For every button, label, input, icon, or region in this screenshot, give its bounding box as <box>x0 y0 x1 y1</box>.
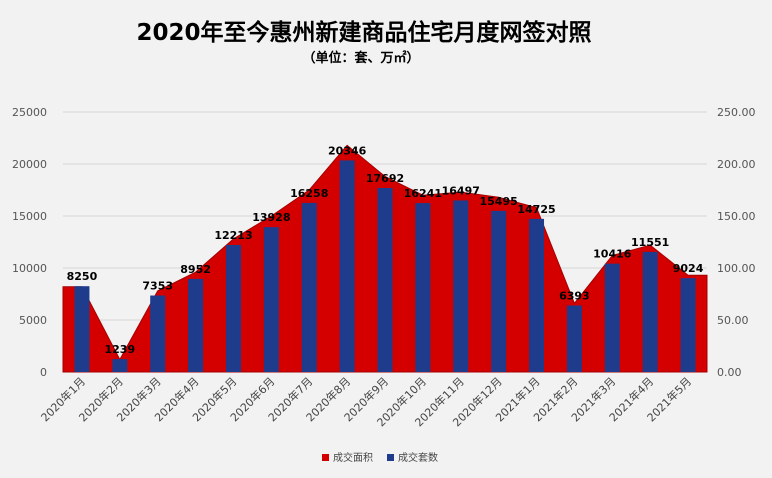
data-label: 11551 <box>631 236 669 249</box>
data-label: 8250 <box>67 270 98 283</box>
legend-swatch <box>387 454 394 461</box>
data-label: 12213 <box>214 229 252 242</box>
data-label: 9024 <box>673 262 704 275</box>
right-tick-label: 150.00 <box>717 210 756 223</box>
data-label: 1239 <box>105 343 136 356</box>
data-label: 17692 <box>366 172 404 185</box>
data-label: 13928 <box>252 211 290 224</box>
left-axis-ticks: 0 5000 10000 15000 20000 25000 <box>12 106 47 379</box>
bar <box>150 295 166 372</box>
bar <box>642 251 658 372</box>
bar <box>377 188 393 372</box>
data-label: 16241 <box>404 187 442 200</box>
data-label: 16497 <box>442 184 480 197</box>
right-tick-label: 100.00 <box>717 262 756 275</box>
bar <box>188 278 204 372</box>
data-label: 16258 <box>290 187 328 200</box>
right-axis-ticks: 0.00 50.00 100.00 150.00 200.00 250.00 <box>717 106 756 379</box>
left-tick-label: 0 <box>40 366 47 379</box>
bar <box>415 203 431 372</box>
right-tick-label: 50.00 <box>717 314 749 327</box>
left-tick-label: 15000 <box>12 210 47 223</box>
bar <box>225 244 241 372</box>
bar <box>604 263 620 372</box>
left-tick-label: 5000 <box>19 314 47 327</box>
chart-title: 2020年至今惠州新建商品住宅月度网签对照 <box>136 19 591 46</box>
data-label: 6393 <box>559 290 590 303</box>
bar <box>566 305 582 372</box>
bar <box>529 218 545 372</box>
data-label: 14725 <box>517 203 555 216</box>
legend: 成交面积 成交套数 <box>322 451 438 464</box>
chart-subtitle: （单位：套、万㎡） <box>302 50 419 66</box>
bar <box>263 227 279 372</box>
bar-series-layer <box>74 160 696 372</box>
bar <box>491 210 507 372</box>
left-tick-label: 25000 <box>12 106 47 119</box>
x-axis-ticks: 2020年1月2020年2月2020年3月2020年4月2020年5月2020年… <box>38 374 694 429</box>
bar <box>339 160 355 372</box>
left-tick-label: 20000 <box>12 158 47 171</box>
data-label: 7353 <box>142 280 173 293</box>
bar <box>112 359 128 372</box>
right-tick-label: 200.00 <box>717 158 756 171</box>
left-tick-label: 10000 <box>12 262 47 275</box>
data-label: 8952 <box>180 263 211 276</box>
data-label: 15495 <box>480 195 518 208</box>
right-tick-label: 0.00 <box>717 366 742 379</box>
data-label: 20346 <box>328 144 367 157</box>
bar <box>453 200 469 372</box>
bar <box>74 286 90 372</box>
data-label: 10416 <box>593 248 632 261</box>
legend-label: 成交套数 <box>398 451 438 464</box>
bar <box>301 202 317 372</box>
bar <box>680 278 696 372</box>
right-tick-label: 250.00 <box>717 106 756 119</box>
legend-label: 成交面积 <box>333 451 373 464</box>
legend-swatch <box>322 454 329 461</box>
